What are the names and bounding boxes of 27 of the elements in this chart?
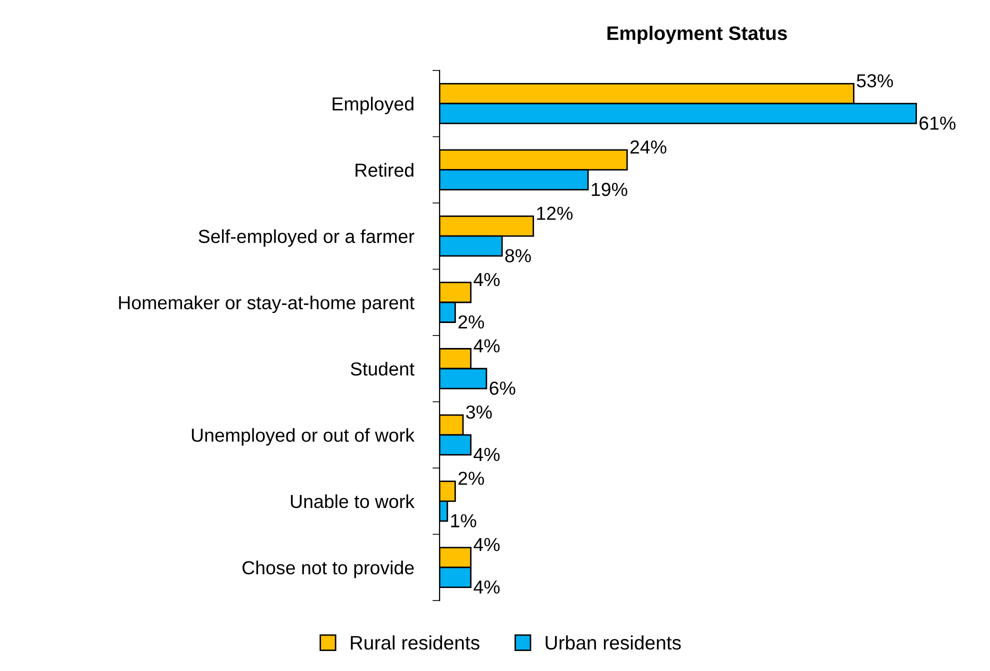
data-label: 12% [537,206,573,220]
data-label: 8% [505,249,531,262]
y-tick-label: Chose not to provide [242,560,414,578]
y-tick-label: Retired [356,163,414,177]
data-label: 4% [474,580,500,594]
data-label: 53% [856,74,893,88]
y-tick-label: Homemaker or stay-at-home parent [119,296,414,314]
data-label: 3% [466,405,492,419]
data-label: 1% [451,514,476,528]
data-label: 2% [458,472,484,485]
legend-label: Rural residents [350,635,480,650]
y-tick-label: Unable to work [290,494,415,508]
legend-label: Urban residents [546,635,681,650]
y-tick-label: Unemployed or out of work [192,428,415,446]
data-label: 4% [474,339,500,352]
data-label: 2% [458,315,484,329]
data-label: 6% [490,382,516,395]
y-tick-label: Student [350,362,414,376]
chart-title: Employment Status [608,26,787,44]
data-label: 4% [474,538,500,552]
data-label: 4% [474,273,500,286]
data-label: 24% [630,140,666,154]
y-tick-label: Self-employed or a farmer [198,229,414,247]
data-label: 4% [474,448,500,462]
y-tick-label: Employed [332,96,414,114]
data-label: 19% [592,182,628,196]
data-label: 61% [920,116,956,130]
